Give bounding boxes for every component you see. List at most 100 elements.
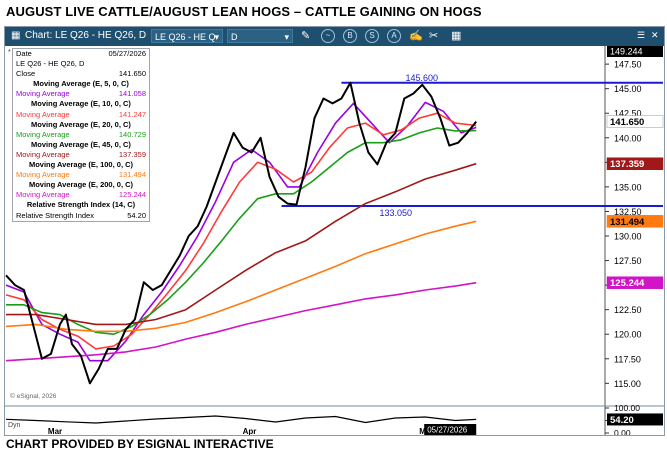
legend-ma-row: Moving Average 141.247 [13,110,149,120]
legend-ma-value: 141.247 [118,109,146,119]
y-tick-label: 135.00 [614,182,642,192]
y-tick-label: 122.50 [614,305,642,315]
price-badge [606,115,664,128]
x-axis-label: Mar [48,427,62,435]
level-label: 145.600 [405,73,438,83]
chevron-down-icon: ▾ [214,32,219,42]
chart-legend: Date 05/27/2026 LE Q26 - HE Q26, D Close 1… [12,48,150,222]
chart-icon: ▦ [11,30,21,41]
legend-ma-row: Moving Average 125.244 [13,190,149,200]
price-badge-label: 141.650 [610,117,644,128]
rsi-tick-label: 0.00 [614,428,631,435]
series-line [6,162,477,326]
y-tick-label: 147.50 [614,60,642,70]
legend-ma-head: Moving Average (E, 20, 0, C) [31,119,131,129]
y-tick-label: 130.00 [614,232,642,242]
top-value-label: 149.244 [610,47,643,57]
legend-symbol-row: LE Q26 - HE Q26, D [13,59,149,69]
partial-label-left: * [8,49,11,56]
legend-ma-head: Moving Average (E, 5, 0, C) [33,79,129,89]
y-tick-label: 142.50 [614,109,642,119]
legend-date-row: Date 05/27/2026 [13,49,149,59]
y-tick-label: 127.50 [614,256,642,266]
b-icon[interactable]: B [343,29,357,43]
a-icon[interactable]: A [387,29,401,43]
legend-close-row: Close 141.650 [13,69,149,79]
price-badge [606,276,664,289]
interval-value: D [231,32,238,42]
chevron-down-icon: ▾ [284,32,289,42]
interval-select[interactable]: D ▾ [227,29,293,43]
symbol-input[interactable]: LE Q26 - HE Q ▾ [151,29,223,43]
legend-ma-value: 137.359 [118,149,146,159]
y-tick-label: 132.50 [614,207,642,217]
y-tick-label: 140.00 [614,133,642,143]
legend-ma-value: 141.058 [118,89,146,99]
rsi-tick-label: 100.00 [614,403,640,413]
symbol-value: LE Q26 - HE Q [155,32,216,42]
legend-ma-label: Moving Average [16,170,70,180]
legend-ma-label: Moving Average [16,89,70,99]
watermark: © eSignal, 2026 [10,392,57,400]
series-line [5,220,477,333]
legend-ma-label: Moving Average [16,149,70,159]
legend-ma-head: Moving Average (E, 45, 0, C) [31,139,131,149]
price-badge-label: 125.244 [610,278,645,289]
legend-ma-label: Moving Average [16,109,70,119]
chart-toolbar: ▦ Chart: LE Q26 - HE Q26, D LE Q26 - HE … [5,27,664,46]
scissors-icon[interactable]: ✂ [429,30,439,42]
y-tick-label: 120.00 [614,330,642,340]
lower-panel-label: Dyn [8,422,21,429]
price-badge [606,157,664,170]
legend-ma-row: Moving Average 140.729 [13,130,149,140]
legend-ma-row: Moving Average 137.359 [13,150,149,160]
close-icon[interactable]: ✕ [651,30,659,40]
level-label: 133.050 [380,208,413,218]
y-tick-label: 115.00 [614,379,641,389]
legend-ma-value: 140.729 [118,129,146,139]
menu-icon[interactable]: ☰ [637,30,646,40]
legend-ma-value: 131.494 [118,170,146,180]
top-value-badge [607,46,663,57]
legend-symbol: LE Q26 - HE Q26, D [16,59,85,69]
footer-credit: CHART PROVIDED BY ESIGNAL INTERACTIVE [6,437,274,451]
s-icon[interactable]: S [365,29,379,43]
rsi-value-badge [607,413,663,426]
price-badge-label: 137.359 [610,159,644,170]
price-badge-label: 131.494 [610,217,645,228]
legend-ma-label: Moving Average [16,190,70,200]
date-badge [424,424,477,435]
legend-date-label: Date [16,49,32,58]
legend-ma-row: Moving Average 131.494 [13,170,149,180]
chart-label: Chart: LE Q26 - HE Q26, D [25,30,147,41]
series-line [5,81,477,385]
legend-rsi-label: Relative Strength Index [16,210,94,220]
legend-ma-head: Moving Average (E, 200, 0, C) [28,180,134,190]
price-badge [606,215,664,228]
series-line [5,281,477,362]
legend-close-label: Close [16,69,36,79]
wave-icon[interactable]: ~ [321,29,335,43]
legend-rsi-row: Relative Strength Index 54.20 [13,211,149,221]
pencil-icon[interactable]: ✎ [301,30,311,42]
y-tick-label: 145.00 [614,84,642,94]
series-line [5,101,477,362]
y-tick-label: 117.50 [614,354,641,364]
legend-rsi-value: 54.20 [127,210,146,220]
legend-ma-row: Moving Average 141.058 [13,89,149,99]
legend-ma-label: Moving Average [16,129,70,139]
date-badge-label: 05/27/2026 [427,426,468,435]
legend-ma-head: Moving Average (E, 100, 0, C) [28,160,134,170]
x-axis-label: Apr [243,427,257,435]
grid-icon[interactable]: ▦ [451,30,462,42]
legend-ma-head: Moving Average (E, 10, 0, C) [31,99,131,109]
rsi-value-label: 54.20 [610,415,634,426]
legend-ma-rows: Moving Average (E, 5, 0, C) Moving Averag… [13,79,149,200]
legend-close-value: 141.650 [118,69,146,79]
page-title: AUGUST LIVE CATTLE/AUGUST LEAN HOGS – CA… [6,4,482,19]
legend-rsi-head: Relative Strength Index (14, C) [26,200,136,210]
series-line [6,127,477,336]
legend-ma-value: 125.244 [118,190,146,200]
legend-date-value: 05/27/2026 [108,49,146,58]
doc-edit-icon[interactable]: ✍ [409,30,423,42]
